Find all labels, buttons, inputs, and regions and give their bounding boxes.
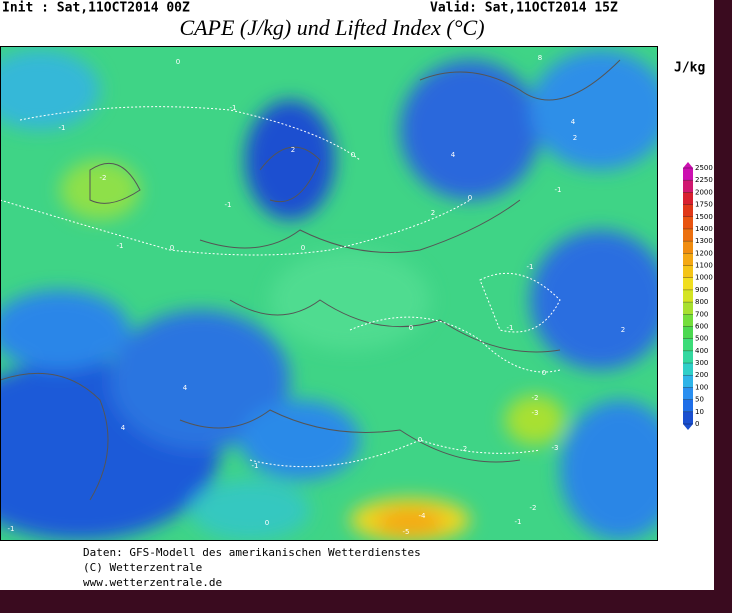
colorbar-segment [683, 277, 693, 290]
contour-label: 4 [121, 424, 126, 432]
colorbar-tick-label: 600 [695, 322, 708, 330]
colorbar-segment [683, 302, 693, 315]
init-time: Init : Sat,11OCT2014 00Z [2, 1, 190, 16]
colorbar-segment [683, 228, 693, 242]
contour-label: 0 [351, 151, 355, 159]
colorbar-tick-label: 1500 [695, 213, 713, 221]
footer-copyright: (C) Wetterzentrale [83, 561, 202, 574]
colorbar-tick-label: 50 [695, 396, 704, 404]
contour-label: -1 [59, 124, 66, 132]
colorbar-segment [683, 338, 693, 351]
colorbar-segment [683, 289, 693, 303]
colorbar-segment [683, 326, 693, 339]
colorbar-segment [683, 350, 693, 364]
colorbar-segment [683, 168, 693, 181]
colorbar-tick-label: 300 [695, 359, 708, 367]
colorbar-segment [683, 424, 693, 430]
colorbar-tick-label: 1400 [695, 225, 713, 233]
contour-label: 4 [451, 151, 456, 159]
contour-label: 2 [431, 209, 435, 217]
colorbar-segment [683, 216, 693, 229]
colorbar-tick-label: 10 [695, 408, 704, 416]
colorbar-segment [683, 253, 693, 266]
colorbar-segment [683, 387, 693, 400]
valid-time: Valid: Sat,11OCT2014 15Z [430, 1, 618, 16]
colorbar-tick-label: 0 [695, 420, 699, 428]
contour-label: -3 [532, 409, 539, 417]
footer-source: Daten: GFS-Modell des amerikanischen Wet… [83, 546, 421, 559]
contour-label: -1 [225, 201, 232, 209]
contour-label: 0 [170, 244, 174, 252]
colorbar-tick-label: 500 [695, 335, 708, 343]
colorbar-tick-label: 2500 [695, 164, 713, 172]
contour-label: -3 [552, 444, 559, 452]
footer-url: www.wetterzentrale.de [83, 576, 222, 589]
contour-label: 0 [418, 436, 422, 444]
contour-label: -1 [8, 525, 15, 533]
map-title: CAPE (J/kg) und Lifted Index (°C) [179, 15, 484, 40]
colorbar-segment [683, 265, 693, 278]
colorbar-tick-label: 2250 [695, 176, 713, 184]
contour-label: 0 [468, 194, 472, 202]
contour-label: 2 [621, 326, 625, 334]
colorbar-tick-label: 100 [695, 383, 708, 391]
colorbar-segment [683, 241, 693, 254]
contour-label: -5 [403, 528, 410, 536]
colorbar-tick-label: 2000 [695, 188, 713, 196]
contour-label: 0 [176, 58, 180, 66]
colorbar-tick-label: 800 [695, 298, 708, 306]
colorbar-tick-label: 1750 [695, 201, 713, 209]
colorbar-segment [683, 375, 693, 388]
contour-label: -1 [252, 462, 259, 470]
contour-label: -2 [532, 394, 539, 402]
colorbar-segment [683, 314, 693, 327]
contour-label: -2 [530, 504, 537, 512]
contour-label: -2 [100, 174, 107, 182]
contour-label: 4 [183, 384, 188, 392]
colorbar-tick-label: 1100 [695, 262, 713, 270]
map [0, 46, 658, 541]
colorbar-segment [683, 411, 693, 424]
contour-label: 2 [573, 134, 577, 142]
contour-label: 4 [571, 118, 576, 126]
contour-label: -1 [527, 263, 534, 271]
colorbar-segment [683, 192, 693, 205]
map-frame [0, 46, 658, 541]
contour-label: 0 [265, 519, 269, 527]
colorbar-segment [683, 204, 693, 217]
colorbar-segment [683, 162, 693, 168]
contour-label: -1 [515, 518, 522, 526]
colorbar-segment [683, 363, 693, 376]
contour-label: -1 [230, 104, 237, 112]
colorbar-tick-label: 700 [695, 310, 708, 318]
contour-label: -4 [419, 512, 427, 520]
colorbar-tick-label: 1200 [695, 249, 713, 257]
colorbar-tick-label: 1300 [695, 237, 713, 245]
contour-label: 2 [463, 445, 467, 453]
contour-label: 0 [542, 369, 546, 377]
contour-label: -1 [117, 242, 124, 250]
contour-label: -1 [507, 324, 514, 332]
colorbar-segment [683, 399, 693, 412]
contour-label: -1 [555, 186, 562, 194]
contour-label: 0 [301, 244, 305, 252]
colorbar-tick-label: 400 [695, 347, 708, 355]
colorbar-tick-label: 200 [695, 371, 708, 379]
contour-label: 8 [538, 54, 542, 62]
colorbar-unit: J/kg [674, 61, 705, 76]
contour-label: 2 [291, 146, 295, 154]
colorbar-tick-label: 1000 [695, 274, 713, 282]
colorbar-tick-label: 900 [695, 286, 708, 294]
colorbar-segment [683, 180, 693, 193]
contour-label: 0 [409, 324, 413, 332]
